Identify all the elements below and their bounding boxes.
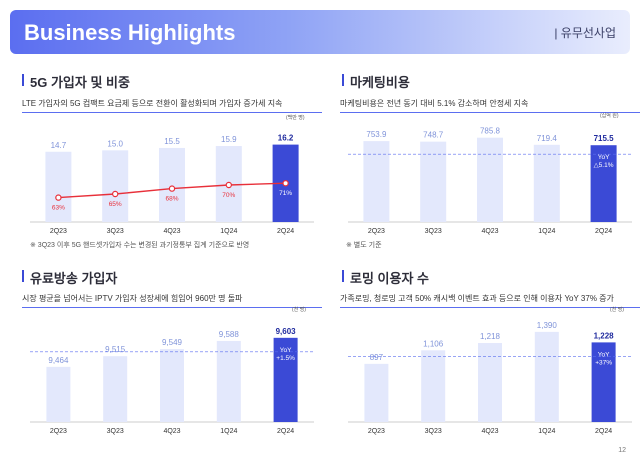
yoy-label: YoY [598, 351, 610, 358]
bar-3q23 [421, 350, 446, 422]
bar-value-label: 785.8 [480, 127, 501, 136]
bar-3q23 [102, 150, 129, 222]
share-point [111, 190, 119, 198]
bar-value-label: 715.5 [594, 134, 615, 143]
unit-iptv: (천 명) [292, 307, 306, 313]
share-label: 71% [279, 190, 292, 197]
bar-value-label: 9,588 [219, 330, 240, 339]
bar-value-label: 9,549 [162, 338, 183, 347]
panel-title-roaming: 로밍 이용자 수 [342, 268, 429, 287]
x-tick-label: 1Q24 [220, 228, 237, 235]
chart-iptv: 9,464 2Q23 9,515 3Q23 9,549 4Q23 9,588 1Q24 9,60… [30, 327, 314, 435]
x-tick-label: 4Q23 [163, 228, 180, 235]
chart-marketing: 753.9 2Q23 748.7 3Q23 785.8 4Q23 719.4 1Q24 715.… [348, 127, 632, 235]
bar-value-label: 719.4 [537, 134, 558, 143]
footnote-5g: ※ 3Q23 이후 5G 핸드셋가입자 수는 변경된 과기정통부 집계 기준으로… [30, 242, 250, 249]
unit-5g: (백만 명) [286, 115, 305, 121]
bar-1q24 [216, 340, 241, 422]
bar-value-label: 14.7 [51, 141, 67, 150]
x-tick-label: 3Q23 [107, 428, 124, 435]
share-point [282, 179, 289, 187]
header-banner: Business Highlights | 유무선사업 [10, 10, 630, 54]
bar-1q24 [533, 144, 560, 222]
unit-marketing: (십억 원) [600, 113, 619, 119]
bar-2q23 [46, 366, 71, 422]
x-tick-label: 2Q24 [277, 428, 294, 435]
panel-desc-5g: LTE 가입자의 5G 컴팩트 요금제 등으로 전환이 활성화되며 가입자 증가… [22, 98, 322, 113]
bar-value-label: 1,390 [537, 321, 558, 330]
share-label: 70% [222, 192, 235, 199]
yoy-value: +1.5% [276, 355, 295, 362]
bar-value-label: 748.7 [423, 131, 444, 140]
x-tick-label: 1Q24 [538, 428, 555, 435]
share-point [55, 194, 62, 201]
bar-2q24 [590, 145, 617, 222]
share-point [225, 181, 232, 189]
bar-4q23 [478, 343, 502, 422]
panel-desc-marketing: 마케팅비용은 전년 동기 대비 5.1% 감소하며 안정세 지속 [340, 98, 640, 113]
bar-4q23 [160, 349, 184, 422]
share-label: 65% [109, 201, 122, 208]
chart-roaming: 897 2Q23 1,106 3Q23 1,218 4Q23 1,390 1Q24 1,228 2… [348, 321, 632, 435]
chart-5g: 14.7 2Q23 15.0 3Q23 15.5 4Q23 15.9 1Q24 16.2 2Q24… [30, 134, 314, 235]
bar-1q24 [534, 331, 559, 422]
panel-desc-roaming: 가족로밍, 청로밍 고객 50% 캐시백 이벤트 효과 등으로 인해 이용자 Y… [340, 293, 640, 308]
yoy-value: △5.1% [594, 162, 614, 169]
x-tick-label: 3Q23 [425, 428, 442, 435]
bar-2q23 [45, 151, 72, 222]
yoy-label: YoY [280, 347, 292, 354]
bar-2q23 [364, 363, 389, 422]
bar-value-label: 1,106 [423, 339, 444, 348]
bar-value-label: 9,603 [276, 327, 297, 336]
bar-4q23 [477, 137, 503, 222]
x-tick-label: 2Q23 [50, 228, 67, 235]
bar-value-label: 897 [370, 353, 384, 362]
bar-3q23 [420, 141, 447, 222]
bar-value-label: 15.0 [107, 139, 123, 148]
bar-value-label: 15.5 [164, 137, 180, 146]
panel-desc-iptv: 시장 평균을 넘어서는 IPTV 가입자 성장세에 힘입어 960만 명 돌파 [22, 293, 322, 308]
bar-value-label: 16.2 [278, 134, 294, 143]
share-point [168, 185, 176, 192]
yoy-value: +37% [595, 359, 612, 366]
x-tick-label: 1Q24 [538, 228, 555, 235]
x-tick-label: 2Q24 [595, 228, 612, 235]
share-label: 68% [165, 196, 178, 203]
page-number: 12 [618, 447, 626, 454]
x-tick-label: 2Q24 [595, 428, 612, 435]
x-tick-label: 2Q23 [50, 428, 67, 435]
bar-value-label: 9,515 [105, 345, 126, 354]
panel-title-iptv: 유료방송 가입자 [21, 268, 117, 287]
bar-value-label: 9,464 [48, 356, 69, 365]
footnote-marketing: ※ 별도 기준 [346, 242, 382, 249]
bar-3q23 [103, 356, 128, 422]
share-label: 63% [52, 205, 65, 212]
x-tick-label: 4Q23 [163, 428, 180, 435]
panel-title-5g: 5G 가입자 및 비중 [22, 72, 130, 91]
x-tick-label: 2Q23 [368, 428, 385, 435]
x-tick-label: 3Q23 [425, 228, 442, 235]
bar-value-label: 15.9 [221, 135, 237, 144]
unit-roaming: (천 명) [610, 307, 624, 313]
x-tick-label: 2Q23 [368, 228, 385, 235]
panel-title-marketing: 마케팅비용 [342, 72, 410, 91]
bar-2q23 [363, 141, 390, 222]
section-label: | 유무선사업 [554, 26, 616, 40]
x-tick-label: 4Q23 [481, 428, 498, 435]
yoy-label: YoY [598, 154, 610, 161]
x-tick-label: 1Q24 [220, 428, 237, 435]
page-title: Business Highlights [24, 20, 236, 45]
x-tick-label: 3Q23 [107, 228, 124, 235]
bar-2q24 [591, 342, 616, 422]
x-tick-label: 2Q24 [277, 228, 294, 235]
bar-value-label: 1,228 [594, 331, 615, 340]
x-tick-label: 4Q23 [481, 228, 498, 235]
bar-4q23 [159, 147, 185, 222]
bar-value-label: 753.9 [366, 130, 387, 139]
bar-value-label: 1,218 [480, 332, 501, 341]
